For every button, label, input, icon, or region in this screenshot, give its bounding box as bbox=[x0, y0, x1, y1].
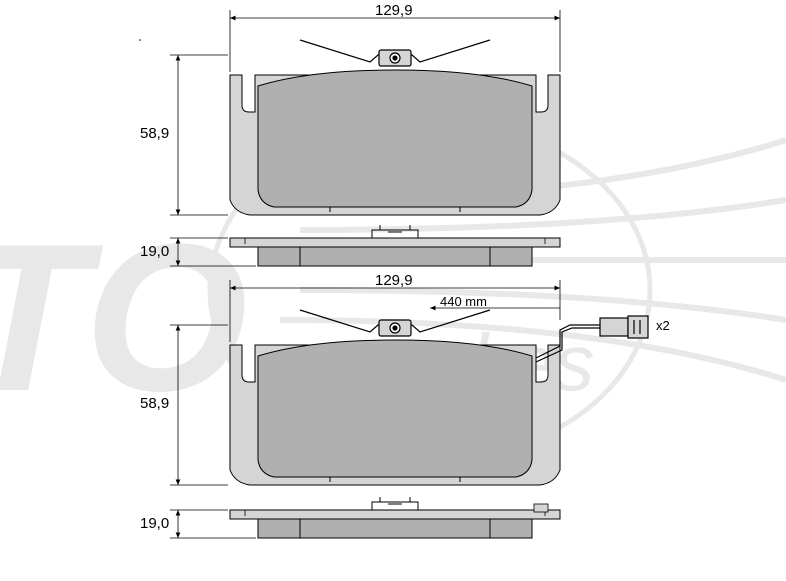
technical-drawing bbox=[0, 0, 786, 581]
label-pad2-thickness: 19,0 bbox=[140, 515, 169, 532]
label-pad1-width: 129,9 bbox=[375, 2, 413, 19]
label-pad1-height: 58,9 bbox=[140, 125, 169, 142]
dimension-pad1-height bbox=[170, 55, 228, 215]
brake-pad-2-side bbox=[230, 497, 560, 538]
reference-dot bbox=[139, 39, 141, 41]
label-pad2-width: 129,9 bbox=[375, 272, 413, 289]
dimension-pad2-height bbox=[170, 325, 228, 485]
label-sensor-length: 440 mm bbox=[440, 294, 487, 309]
label-pad2-height: 58,9 bbox=[140, 395, 169, 412]
brake-pad-1-front bbox=[230, 40, 560, 215]
brake-pad-1-side bbox=[230, 225, 560, 266]
label-sensor-qty: x2 bbox=[656, 318, 670, 333]
brake-pad-2-front bbox=[230, 310, 648, 485]
label-pad1-thickness: 19,0 bbox=[140, 243, 169, 260]
